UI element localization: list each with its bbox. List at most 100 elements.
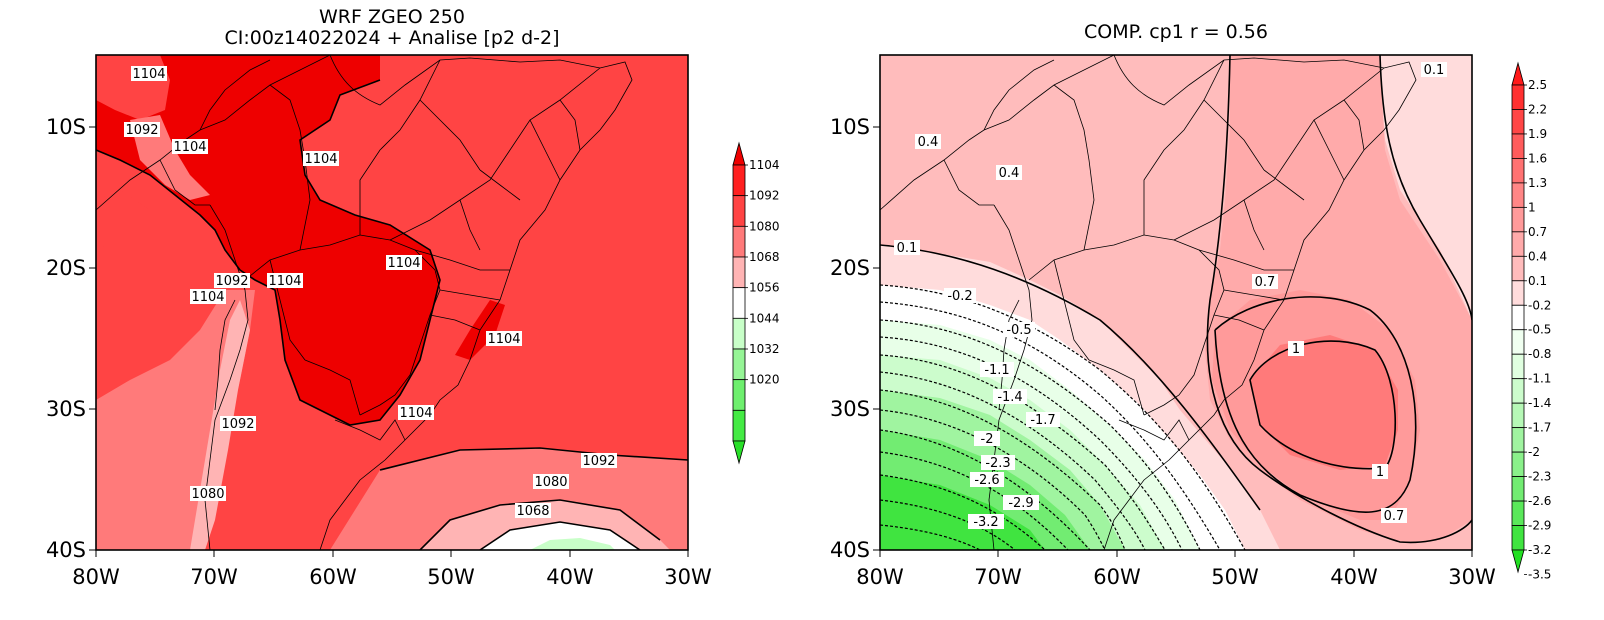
right-y-tick: 10S [830, 115, 870, 139]
left-map: WRF ZGEO 250 CI:00z14022024 + Analise [p… [46, 6, 780, 589]
left-colorbar-swatch [732, 256, 746, 289]
right-colorbar-label: -2 [1528, 445, 1540, 459]
right-colorbar-bottom-arrow [1511, 549, 1525, 574]
left-colorbar-label: 1044 [749, 311, 780, 325]
right-colorbar-swatch [1511, 255, 1525, 282]
right-colorbar-label: 2.2 [1528, 102, 1547, 116]
right-y-tick: 20S [830, 256, 870, 280]
left-clabel: 1080 [191, 487, 224, 502]
left-y-tick: 10S [46, 115, 86, 139]
right-colorbar-top-arrow [1511, 61, 1525, 86]
right-colorbar-swatch [1511, 206, 1525, 233]
right-colorbar-label: -2.6 [1528, 494, 1551, 508]
right-clabel: -2.3 [985, 456, 1010, 471]
right-colorbar-label: 2.5 [1528, 78, 1547, 92]
left-colorbar-label: 1092 [749, 189, 780, 203]
right-colorbar-label: 1.6 [1528, 151, 1547, 165]
left-clabel: 1104 [304, 152, 337, 167]
left-clabel: 1068 [516, 504, 549, 519]
right-clabel: 0.4 [918, 135, 939, 150]
left-colorbar-swatch [732, 287, 746, 319]
left-colorbar-swatch [732, 379, 746, 411]
left-y-tick: 30S [46, 397, 86, 421]
right-colorbar-label: -2.9 [1528, 519, 1551, 533]
right-colorbar-swatch [1511, 451, 1525, 477]
left-clabel: 1104 [487, 332, 520, 347]
right-clabel: -0.2 [947, 289, 972, 304]
right-colorbar-swatch [1511, 500, 1525, 526]
right-colorbar-swatch [1511, 525, 1525, 551]
left-clabel: 1092 [221, 417, 254, 432]
left-colorbar-swatch [732, 348, 746, 381]
right-colorbar-label: 1.9 [1528, 127, 1547, 141]
right-clabel: 1 [1376, 465, 1384, 480]
right-colorbar-swatch [1511, 476, 1525, 502]
right-clabel: 0.1 [1424, 63, 1445, 78]
left-y-tick: 40S [46, 538, 86, 562]
right-colorbar-label: 1 [1528, 200, 1536, 214]
left-axes: 80W 70W 60W 50W 40W 30W 10S 20S 30S 40S [46, 115, 712, 589]
right-x-tick: 60W [1093, 565, 1141, 589]
right-colorbar-label: -1.4 [1528, 396, 1551, 410]
right-clabel: 0.7 [1255, 275, 1276, 290]
right-x-tick: 50W [1211, 565, 1259, 589]
right-colorbar-label: -3.5 [1528, 567, 1551, 581]
right-colorbar-swatch [1511, 231, 1525, 257]
left-colorbar-label: 1032 [749, 342, 780, 356]
left-map-field [96, 55, 688, 550]
right-colorbar-label: -1.1 [1528, 372, 1551, 386]
right-colorbar: 2.5 2.2 1.9 1.6 1.3 1 0.7 0.4 0.1 -0.2 -0.5 -0.8 -1.… [1511, 61, 1551, 581]
left-clabel: 1104 [387, 256, 420, 271]
left-colorbar-top-arrow [732, 141, 746, 166]
left-colorbar-label: 1020 [749, 373, 780, 387]
right-clabel: -2 [981, 432, 994, 447]
right-colorbar-swatch [1511, 353, 1525, 380]
right-clabel: 0.1 [897, 241, 918, 256]
right-clabel: -0.5 [1006, 323, 1031, 338]
right-clabel: 0.4 [999, 166, 1020, 181]
right-axes: 80W 70W 60W 50W 40W 30W 10S 20S 30S 40S [830, 115, 1496, 589]
right-x-tick: 30W [1448, 565, 1496, 589]
right-map: COMP. cp1 r = 0.56 [830, 21, 1551, 589]
left-x-tick: 50W [427, 565, 475, 589]
right-colorbar-label: 0.7 [1528, 225, 1547, 239]
right-colorbar-label: -2.3 [1528, 470, 1551, 484]
left-clabel: 1092 [582, 454, 615, 469]
right-y-tick: 30S [830, 397, 870, 421]
right-colorbar-swatch [1511, 402, 1525, 429]
right-colorbar-swatch [1511, 84, 1525, 110]
left-clabel: 1104 [268, 274, 301, 289]
left-colorbar-label: 1068 [749, 250, 780, 264]
left-colorbar-label: 1056 [749, 281, 780, 295]
right-x-tick: 70W [974, 565, 1022, 589]
left-colorbar-swatch [732, 409, 746, 442]
right-colorbar-label: -0.2 [1528, 298, 1551, 312]
right-clabel: 1 [1292, 342, 1300, 357]
right-clabel: -2.6 [974, 473, 999, 488]
right-colorbar-swatch [1511, 133, 1525, 159]
right-colorbar-label: 1.3 [1528, 176, 1547, 190]
right-clabel: 0.7 [1384, 509, 1405, 524]
right-colorbar-label: 0.1 [1528, 274, 1547, 288]
left-colorbar-swatch [732, 164, 746, 197]
left-x-tick: 40W [546, 565, 594, 589]
left-x-tick: 60W [309, 565, 357, 589]
left-colorbar-swatch [732, 195, 746, 227]
right-colorbar-label: 0.4 [1528, 249, 1547, 263]
left-clabel: 1104 [399, 406, 432, 421]
right-colorbar-swatch [1511, 427, 1525, 453]
right-clabel: -1.7 [1030, 413, 1055, 428]
left-y-tick: 20S [46, 256, 86, 280]
left-colorbar-bottom-arrow [732, 440, 746, 465]
right-title: COMP. cp1 r = 0.56 [1084, 21, 1268, 43]
left-title-line2: CI:00z14022024 + Analise [p2 d-2] [224, 27, 559, 49]
right-colorbar-label: -1.7 [1528, 421, 1551, 435]
left-clabel: 1092 [215, 274, 248, 289]
right-colorbar-label: -0.5 [1528, 323, 1551, 337]
left-x-tick: 80W [72, 565, 120, 589]
right-y-tick: 40S [830, 538, 870, 562]
left-contour-labels: 1104 1092 1104 1104 1104 1092 1104 1104 … [124, 66, 617, 519]
right-colorbar-swatch [1511, 182, 1525, 208]
right-colorbar-swatch [1511, 329, 1525, 355]
right-colorbar-label: -3.2 [1528, 543, 1551, 557]
